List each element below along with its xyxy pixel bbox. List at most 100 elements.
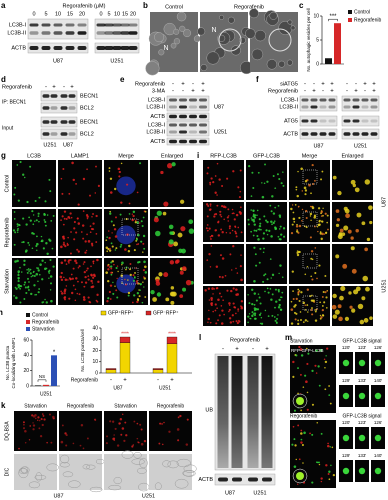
puncta	[34, 199, 37, 202]
puncta	[208, 299, 211, 301]
puncta	[205, 227, 208, 230]
puncta	[310, 250, 314, 253]
puncta	[89, 301, 92, 304]
puncta	[127, 294, 130, 297]
label: 123'	[358, 345, 367, 350]
puncta	[310, 192, 312, 195]
puncta	[206, 229, 209, 232]
puncta	[114, 427, 117, 430]
y-tick-label: 40	[92, 325, 98, 331]
puncta	[214, 191, 217, 194]
puncta	[128, 244, 131, 248]
puncta	[52, 214, 55, 217]
puncta	[112, 292, 115, 295]
puncta	[255, 264, 258, 267]
puncta	[65, 444, 68, 447]
puncta	[168, 239, 174, 245]
puncta	[63, 276, 65, 279]
puncta	[217, 234, 221, 237]
dic-cell	[154, 482, 162, 491]
puncta	[95, 299, 98, 302]
puncta	[15, 287, 18, 290]
puncta	[138, 295, 141, 298]
puncta	[219, 213, 222, 216]
puncta	[47, 270, 50, 273]
puncta	[314, 271, 317, 275]
y-tick-label: 0	[95, 370, 98, 376]
puncta	[210, 234, 214, 237]
puncta	[13, 193, 16, 196]
puncta	[263, 247, 265, 250]
puncta	[364, 247, 368, 252]
label: LC3B-I	[281, 97, 299, 103]
zoom-box	[302, 211, 318, 227]
blot	[341, 115, 380, 127]
puncta	[95, 241, 98, 243]
blot-band	[361, 105, 369, 109]
puncta	[139, 423, 142, 426]
puncta	[105, 246, 109, 250]
blot-band	[248, 477, 258, 482]
puncta	[105, 442, 108, 445]
micrograph	[12, 209, 56, 256]
puncta	[302, 321, 305, 323]
puncta	[34, 220, 36, 222]
blot-band	[232, 477, 242, 482]
puncta	[238, 319, 240, 322]
puncta	[247, 293, 249, 296]
puncta	[269, 258, 272, 260]
treatment-sign: -	[110, 378, 112, 384]
puncta	[314, 364, 317, 367]
puncta	[251, 314, 254, 318]
puncta	[16, 229, 19, 232]
puncta	[31, 210, 34, 213]
puncta	[338, 316, 343, 322]
annotation: ***	[329, 14, 337, 20]
puncta	[232, 287, 235, 290]
puncta	[212, 293, 214, 295]
puncta	[72, 284, 75, 287]
label: GFP-LC3B	[253, 153, 280, 159]
label: LC3B-II	[146, 104, 165, 110]
puncta	[22, 217, 25, 220]
label: U87	[381, 197, 387, 207]
label: ATG5	[284, 118, 298, 124]
puncta	[310, 309, 313, 312]
puncta	[185, 279, 192, 286]
panel-letter: a	[1, 1, 6, 10]
dic-cell	[89, 486, 103, 493]
puncta	[259, 302, 262, 305]
puncta	[358, 392, 366, 400]
puncta	[82, 237, 85, 240]
blot-band	[53, 31, 63, 35]
puncta	[35, 219, 38, 222]
label: 126'	[374, 420, 383, 425]
em-texture	[219, 14, 225, 20]
puncta	[252, 234, 255, 237]
puncta	[156, 292, 162, 297]
puncta	[42, 413, 44, 415]
puncta	[17, 286, 20, 289]
puncta	[215, 265, 219, 269]
em-texture	[183, 29, 192, 38]
puncta	[223, 218, 225, 221]
puncta	[322, 290, 325, 293]
puncta	[320, 480, 323, 483]
puncta	[28, 244, 31, 246]
puncta	[65, 217, 68, 221]
puncta	[281, 276, 284, 278]
y-axis-label: No. autophagic vesicles per cell	[306, 8, 311, 71]
micrograph	[289, 160, 330, 200]
label: RFP-LC3B	[210, 153, 237, 159]
puncta	[144, 210, 147, 213]
y-tick-label: 20	[92, 348, 98, 354]
puncta	[136, 282, 138, 285]
puncta	[260, 312, 262, 314]
blot-band	[189, 98, 197, 102]
puncta	[220, 215, 223, 218]
puncta	[310, 205, 313, 208]
puncta	[293, 465, 297, 468]
puncta	[161, 443, 164, 446]
label: U87	[313, 143, 323, 149]
puncta	[165, 297, 170, 302]
